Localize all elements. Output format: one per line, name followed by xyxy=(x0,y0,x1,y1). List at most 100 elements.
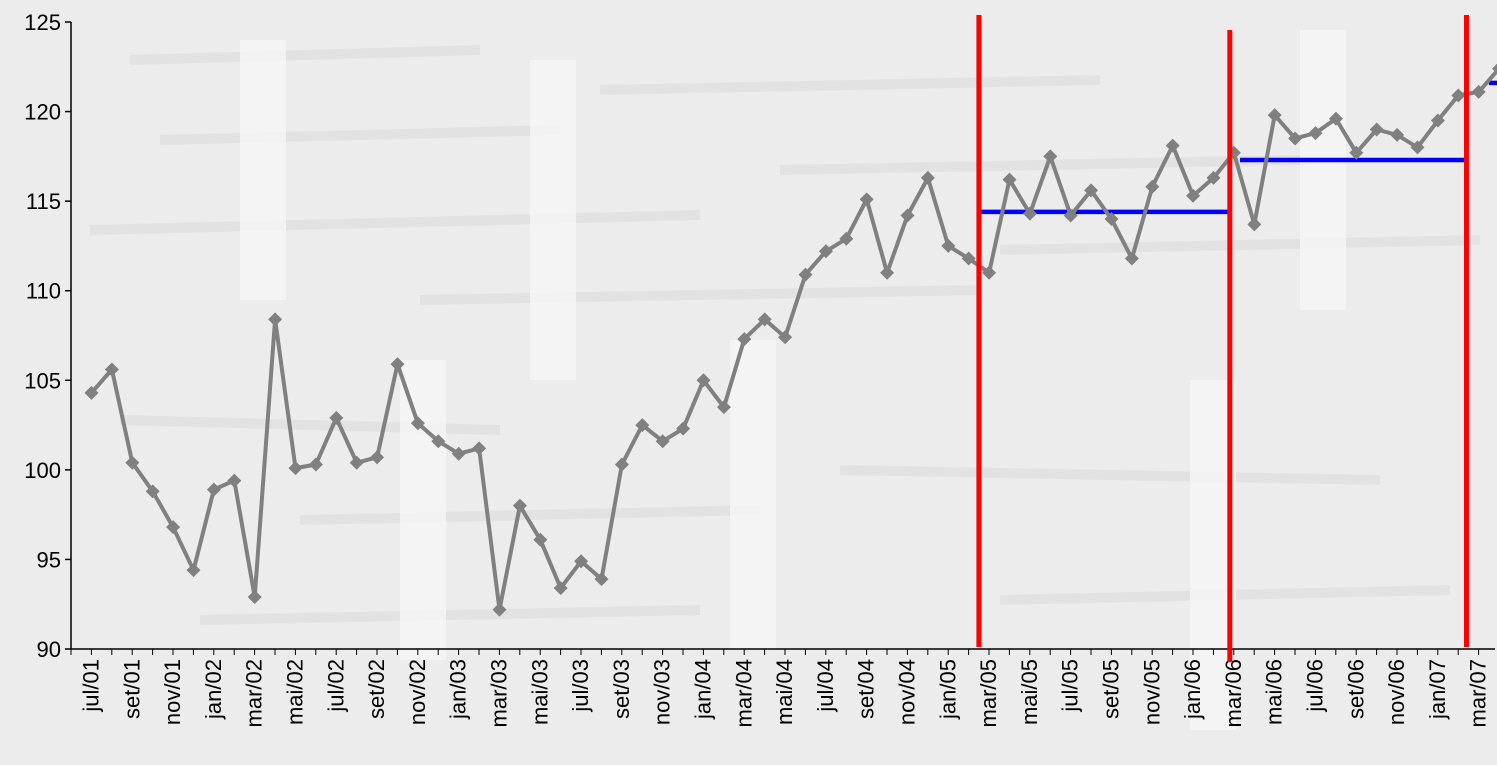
data-point-19 xyxy=(472,441,487,456)
data-point-57 xyxy=(1247,217,1262,232)
x-tick-label-jan/07: jan/07 xyxy=(1425,659,1450,720)
y-tick-label-120: 120 xyxy=(24,100,61,125)
x-tick-label-mar/03: mar/03 xyxy=(487,659,512,727)
data-point-37 xyxy=(839,231,854,246)
data-point-32 xyxy=(737,332,752,347)
background-texture-1 xyxy=(159,125,561,145)
data-point-11 xyxy=(308,457,323,472)
data-point-12 xyxy=(329,410,344,425)
regime-breaks xyxy=(976,15,1469,662)
data-point-21 xyxy=(512,498,527,513)
data-point-25 xyxy=(594,572,609,587)
x-tick-label-mar/02: mar/02 xyxy=(242,659,267,727)
data-point-62 xyxy=(1349,145,1364,160)
background-texture-2 xyxy=(89,210,701,235)
data-point-18 xyxy=(451,446,466,461)
series-line xyxy=(84,63,1497,617)
x-tick-label-mar/06: mar/06 xyxy=(1221,659,1246,727)
data-point-3 xyxy=(145,484,160,499)
data-point-66 xyxy=(1430,113,1445,128)
x-tick-label-jan/02: jan/02 xyxy=(201,659,226,720)
data-point-4 xyxy=(166,520,181,535)
data-point-7 xyxy=(227,473,242,488)
x-tick-label-jan/06: jan/06 xyxy=(1180,659,1205,720)
data-point-38 xyxy=(859,192,874,207)
x-tick-label-mai/04: mai/04 xyxy=(772,659,797,725)
data-point-17 xyxy=(431,434,446,449)
data-point-64 xyxy=(1390,127,1405,142)
data-point-51 xyxy=(1124,251,1139,266)
background-texture-9 xyxy=(839,465,1381,485)
x-tick-label-set/02: set/02 xyxy=(364,659,389,719)
data-point-31 xyxy=(716,400,731,415)
background-texture-3 xyxy=(419,285,981,305)
data-point-5 xyxy=(186,563,201,578)
data-point-0 xyxy=(84,385,99,400)
x-tick-label-set/05: set/05 xyxy=(1099,659,1124,719)
data-point-10 xyxy=(288,461,303,476)
data-point-54 xyxy=(1186,188,1201,203)
data-point-65 xyxy=(1410,140,1425,155)
data-point-29 xyxy=(676,421,691,436)
y-tick-label-95: 95 xyxy=(37,547,61,572)
data-point-28 xyxy=(655,434,670,449)
data-point-60 xyxy=(1308,126,1323,141)
data-point-1 xyxy=(104,362,119,377)
data-point-16 xyxy=(410,416,425,431)
x-tick-label-jan/05: jan/05 xyxy=(935,659,960,720)
y-tick-label-125: 125 xyxy=(24,10,61,35)
series-path xyxy=(89,67,1497,612)
y-tick-label-115: 115 xyxy=(26,189,61,214)
x-tick-label-set/04: set/04 xyxy=(854,659,879,719)
background-texture-column-2 xyxy=(530,60,576,380)
data-point-15 xyxy=(390,357,405,372)
x-tick-label-mai/03: mai/03 xyxy=(527,659,552,725)
data-point-2 xyxy=(125,455,140,470)
x-tick-label-nov/02: nov/02 xyxy=(405,659,430,725)
x-tick-label-mai/06: mai/06 xyxy=(1262,659,1287,725)
x-tick-label-set/06: set/06 xyxy=(1343,659,1368,719)
x-tick-label-nov/01: nov/01 xyxy=(160,659,185,725)
x-tick-label-mar/04: mar/04 xyxy=(731,659,756,727)
data-point-39 xyxy=(880,265,895,280)
data-point-49 xyxy=(1084,183,1099,198)
x-tick-label-jul/05: jul/05 xyxy=(1058,659,1083,713)
x-tick-label-set/01: set/01 xyxy=(119,659,144,719)
x-tick-label-mar/07: mar/07 xyxy=(1466,659,1491,727)
x-tick-label-nov/04: nov/04 xyxy=(895,659,920,725)
data-point-20 xyxy=(492,602,507,617)
data-point-63 xyxy=(1369,122,1384,137)
data-point-41 xyxy=(920,170,935,185)
background-texture-column-0 xyxy=(240,40,286,300)
x-tick-label-mar/05: mar/05 xyxy=(976,659,1001,727)
data-point-13 xyxy=(349,455,364,470)
background-texture-column-1 xyxy=(400,360,446,660)
x-tick-label-mai/02: mai/02 xyxy=(283,659,308,725)
data-point-27 xyxy=(635,418,650,433)
y-tick-label-105: 105 xyxy=(24,368,61,393)
y-axis-ticks: 90 95 100 105 110 115 120 125 xyxy=(24,10,71,662)
data-point-58 xyxy=(1267,108,1282,123)
data-point-34 xyxy=(778,330,793,345)
data-point-44 xyxy=(982,265,997,280)
data-point-6 xyxy=(206,482,221,497)
data-point-23 xyxy=(553,581,568,596)
data-point-69 xyxy=(1492,63,1497,74)
x-tick-label-jul/06: jul/06 xyxy=(1303,659,1328,713)
background-texture-column-3 xyxy=(730,340,776,650)
background-texture-8 xyxy=(299,505,761,525)
background-texture-10 xyxy=(199,605,701,625)
background-texture-0 xyxy=(129,45,481,65)
data-point-42 xyxy=(941,238,956,253)
x-tick-label-nov/06: nov/06 xyxy=(1384,659,1409,725)
background-texture-4 xyxy=(599,75,1101,95)
data-point-14 xyxy=(370,450,385,465)
data-point-47 xyxy=(1043,149,1058,164)
data-point-43 xyxy=(961,251,976,266)
axes xyxy=(70,22,1495,650)
data-point-35 xyxy=(798,267,813,282)
data-point-50 xyxy=(1104,212,1119,227)
data-point-9 xyxy=(268,312,283,327)
background-texture-5 xyxy=(779,155,1301,175)
